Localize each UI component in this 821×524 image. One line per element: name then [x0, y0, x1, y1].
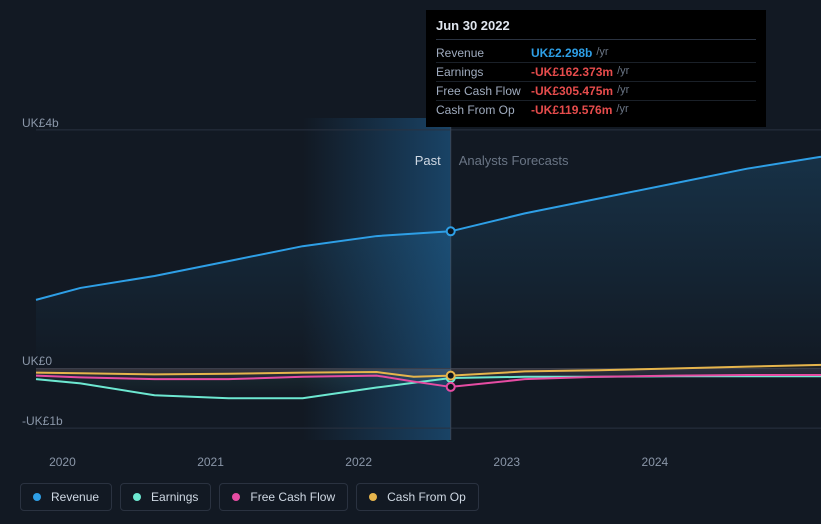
tooltip-suffix: /yr — [617, 65, 629, 79]
legend-item-revenue[interactable]: Revenue — [20, 483, 112, 511]
tooltip-value: -UK£162.373m — [531, 65, 613, 79]
tooltip: Jun 30 2022 Revenue UK£2.298b /yr Earnin… — [426, 10, 766, 127]
legend-label: Free Cash Flow — [250, 490, 335, 504]
x-axis-label: 2024 — [642, 455, 669, 469]
legend-item-cfo[interactable]: Cash From Op — [356, 483, 479, 511]
x-axis-label: 2022 — [345, 455, 372, 469]
tooltip-suffix: /yr — [616, 103, 628, 117]
legend-label: Cash From Op — [387, 490, 466, 504]
tooltip-label: Cash From Op — [436, 103, 531, 117]
tooltip-label: Free Cash Flow — [436, 84, 531, 98]
legend: Revenue Earnings Free Cash Flow Cash Fro… — [20, 483, 479, 511]
y-axis-label: -UK£1b — [22, 414, 63, 428]
legend-swatch — [369, 493, 377, 501]
tooltip-date: Jun 30 2022 — [436, 18, 756, 40]
legend-swatch — [232, 493, 240, 501]
forecast-label: Analysts Forecasts — [459, 153, 569, 168]
legend-swatch — [133, 493, 141, 501]
legend-label: Revenue — [51, 490, 99, 504]
legend-label: Earnings — [151, 490, 198, 504]
past-label: Past — [415, 153, 441, 168]
tooltip-label: Revenue — [436, 46, 531, 60]
x-axis-label: 2020 — [49, 455, 76, 469]
tooltip-row-revenue: Revenue UK£2.298b /yr — [436, 44, 756, 63]
tooltip-row-earnings: Earnings -UK£162.373m /yr — [436, 63, 756, 82]
tooltip-suffix: /yr — [596, 46, 608, 60]
tooltip-suffix: /yr — [617, 84, 629, 98]
tooltip-label: Earnings — [436, 65, 531, 79]
tooltip-value: UK£2.298b — [531, 46, 592, 60]
tooltip-row-fcf: Free Cash Flow -UK£305.475m /yr — [436, 82, 756, 101]
y-axis-label: UK£0 — [22, 354, 52, 368]
y-axis-label: UK£4b — [22, 116, 59, 130]
legend-item-fcf[interactable]: Free Cash Flow — [219, 483, 348, 511]
tooltip-value: -UK£305.475m — [531, 84, 613, 98]
tooltip-row-cfo: Cash From Op -UK£119.576m /yr — [436, 101, 756, 119]
legend-swatch — [33, 493, 41, 501]
x-axis-label: 2021 — [197, 455, 224, 469]
legend-item-earnings[interactable]: Earnings — [120, 483, 211, 511]
x-axis-label: 2023 — [493, 455, 520, 469]
tooltip-value: -UK£119.576m — [531, 103, 612, 117]
